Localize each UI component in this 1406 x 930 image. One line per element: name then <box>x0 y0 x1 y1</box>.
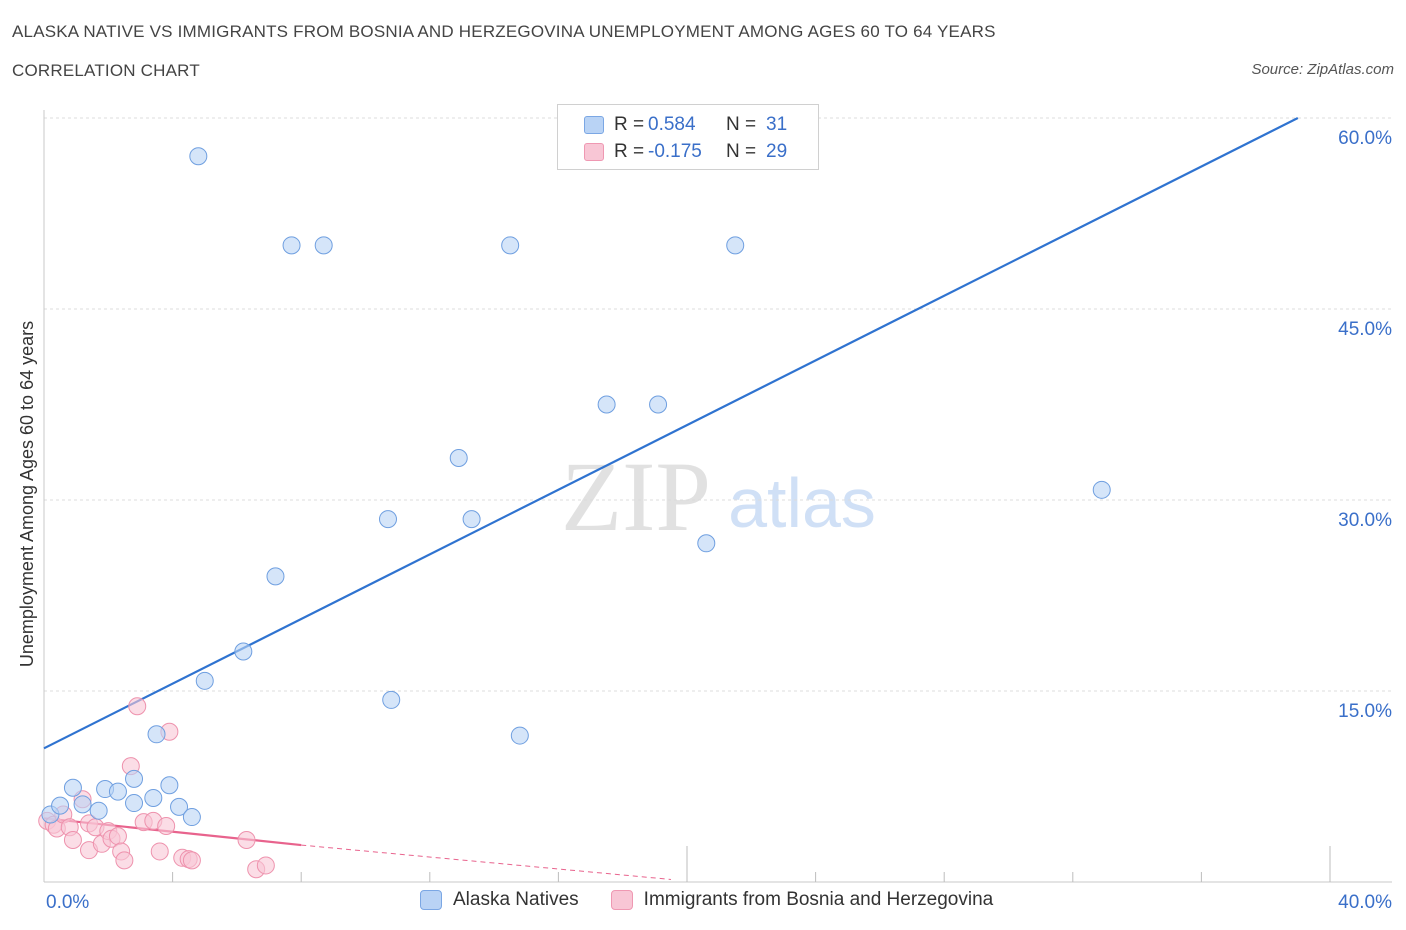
series-legend: Alaska Natives Immigrants from Bosnia an… <box>420 889 1025 911</box>
y-tick-label: 45.0% <box>1338 319 1392 340</box>
watermark-atlas: atlas <box>728 464 876 542</box>
data-point-series-0 <box>382 690 401 709</box>
data-point-series-0 <box>649 395 668 414</box>
y-tick-label: 15.0% <box>1338 701 1392 722</box>
data-point-series-0 <box>170 797 189 816</box>
legend-swatch-alaska <box>584 116 604 134</box>
chart-title: ALASKA NATIVE VS IMMIGRANTS FROM BOSNIA … <box>12 22 996 41</box>
data-point-series-0 <box>597 395 616 414</box>
legend-n-value: 29 <box>766 141 788 162</box>
legend-label-bosnia-immigrants: Immigrants from Bosnia and Herzegovina <box>643 889 994 910</box>
data-point-series-0 <box>195 671 214 690</box>
data-point-series-0 <box>89 801 108 820</box>
zipatlas-watermark: ZIP atlas <box>561 441 876 552</box>
data-point-series-0 <box>63 778 82 797</box>
legend-r-label: R = <box>614 141 645 162</box>
data-point-series-0 <box>182 808 201 827</box>
data-point-series-0 <box>726 236 745 255</box>
data-point-series-0 <box>282 236 301 255</box>
data-point-series-0 <box>160 776 179 795</box>
data-point-series-1 <box>182 851 201 870</box>
chart-subtitle: CORRELATION CHART <box>12 61 200 80</box>
correlation-legend: R = 0.584 N = 31 R = -0.175 N = 29 <box>557 104 819 170</box>
data-point-series-0 <box>314 236 333 255</box>
trend-line-extension-series-1 <box>301 844 671 880</box>
y-tick-label: 60.0% <box>1338 128 1392 149</box>
data-point-series-1 <box>256 856 275 875</box>
x-tick-label: 0.0% <box>46 892 89 913</box>
legend-r-value: -0.175 <box>648 141 702 162</box>
legend-swatch-bosnia-immigrants <box>610 890 633 910</box>
y-tick-label: 30.0% <box>1338 510 1392 531</box>
gridlines <box>44 117 1392 692</box>
watermark-zip: ZIP <box>561 441 711 552</box>
data-point-series-1 <box>108 827 127 846</box>
y-axis-label: Unemployment Among Ages 60 to 64 years <box>17 321 37 667</box>
legend-n-label: N = <box>726 141 757 162</box>
legend-item-bosnia-immigrants[interactable]: Immigrants from Bosnia and Herzegovina <box>610 889 994 911</box>
trend-line-series-0 <box>43 117 1299 750</box>
data-point-series-1 <box>157 816 176 835</box>
legend-label-alaska-natives: Alaska Natives <box>453 889 579 910</box>
data-point-series-0 <box>51 796 70 815</box>
tick-labels: 15.0% 30.0% 45.0% 60.0% 0.0% 40.0% <box>46 128 1392 913</box>
data-point-series-0 <box>510 726 529 745</box>
source-label: Source: ZipAtlas.com <box>1251 61 1394 78</box>
data-points <box>38 147 1111 879</box>
data-point-series-0 <box>234 642 253 661</box>
axes <box>43 110 1392 883</box>
data-point-series-0 <box>144 788 163 807</box>
data-point-series-0 <box>125 769 144 788</box>
data-point-series-0 <box>266 567 285 586</box>
data-point-series-0 <box>108 782 127 801</box>
legend-n-value: 31 <box>766 114 788 135</box>
legend-r-value: 0.584 <box>648 114 696 135</box>
data-point-series-1 <box>150 842 169 861</box>
legend-n-label: N = <box>726 114 757 135</box>
data-point-series-1 <box>128 697 147 716</box>
data-point-series-1 <box>115 851 134 870</box>
data-point-series-0 <box>1092 480 1111 499</box>
data-point-series-0 <box>697 534 716 553</box>
data-point-series-0 <box>379 510 398 529</box>
legend-item-alaska-natives[interactable]: Alaska Natives <box>420 889 579 911</box>
legend-row-bosnia: R = -0.175 N = 29 <box>584 140 787 164</box>
data-point-series-1 <box>237 830 256 849</box>
data-point-series-0 <box>125 794 144 813</box>
data-point-series-0 <box>147 725 166 744</box>
data-point-series-1 <box>63 830 82 849</box>
data-point-series-0 <box>73 795 92 814</box>
legend-row-alaska: R = 0.584 N = 31 <box>584 113 787 137</box>
data-point-series-0 <box>189 147 208 166</box>
data-point-series-0 <box>501 236 520 255</box>
data-point-series-0 <box>462 510 481 529</box>
x-tick-label: 40.0% <box>1338 892 1392 913</box>
legend-swatch-bosnia <box>584 143 604 161</box>
legend-swatch-alaska-natives <box>420 890 442 910</box>
legend-r-label: R = <box>614 114 645 135</box>
data-point-series-0 <box>449 448 468 467</box>
